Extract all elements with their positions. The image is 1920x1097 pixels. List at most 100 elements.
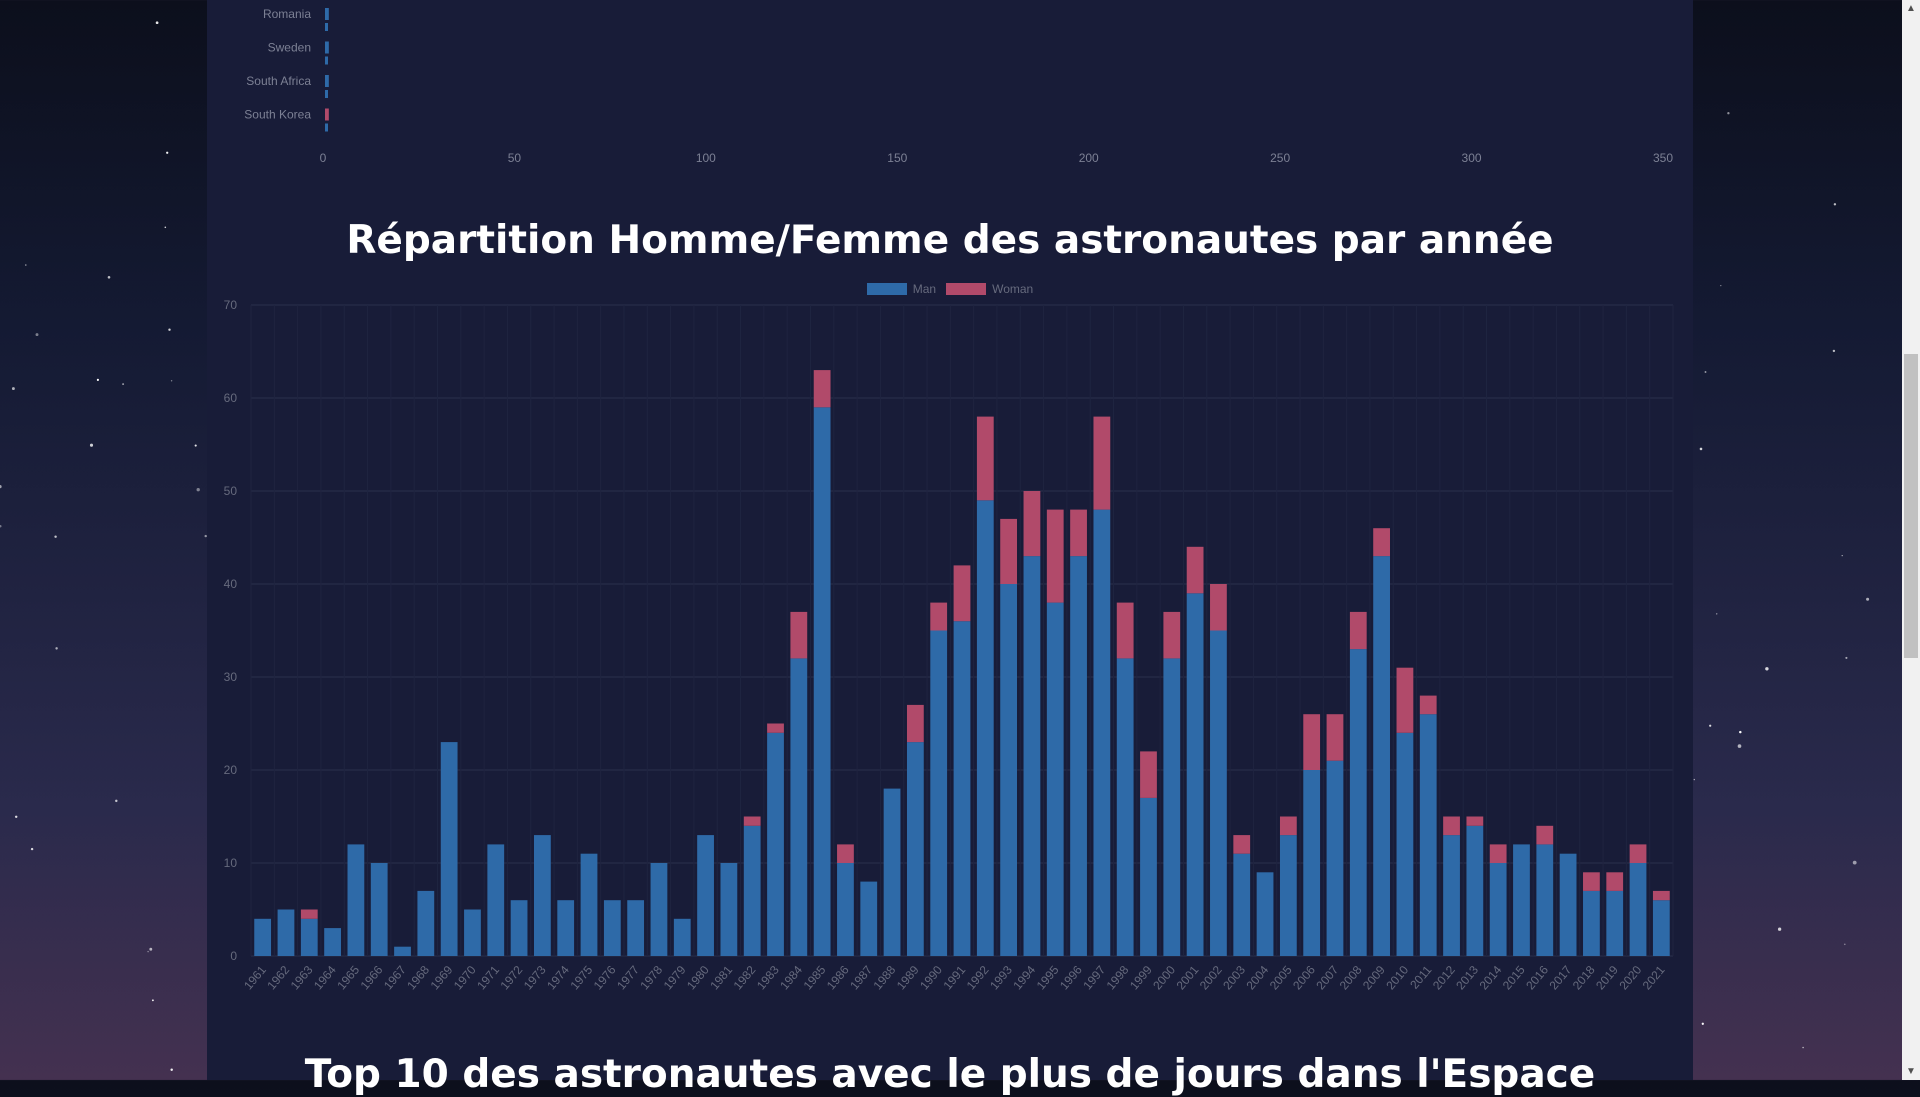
- bar-man[interactable]: [580, 853, 598, 956]
- bar-man[interactable]: [1256, 872, 1274, 956]
- bar-man[interactable]: [906, 742, 924, 956]
- bar-man[interactable]: [1466, 825, 1484, 956]
- bar-man[interactable]: [1652, 900, 1670, 956]
- bar-woman[interactable]: [1210, 584, 1227, 631]
- bar-man[interactable]: [394, 946, 411, 956]
- bar-man[interactable]: [277, 909, 295, 957]
- bar-man[interactable]: [1116, 658, 1134, 956]
- bar-man[interactable]: [1140, 797, 1157, 956]
- bar-man[interactable]: [347, 844, 365, 956]
- scroll-thumb[interactable]: [1904, 354, 1918, 658]
- bar-man[interactable]: [1443, 835, 1460, 956]
- bar-man[interactable]: [464, 909, 481, 957]
- bar-man[interactable]: [1210, 630, 1227, 957]
- bar-man[interactable]: [417, 890, 435, 956]
- bar-man[interactable]: [510, 900, 528, 956]
- bar-woman[interactable]: [1443, 816, 1460, 836]
- bar-man[interactable]: [1536, 844, 1554, 956]
- bar-woman[interactable]: [1046, 509, 1064, 603]
- bar-man[interactable]: [1093, 509, 1111, 956]
- bar-man[interactable]: [1023, 556, 1041, 956]
- bar-woman[interactable]: [1233, 835, 1251, 854]
- bar-woman[interactable]: [790, 611, 808, 659]
- bar-man[interactable]: [790, 658, 808, 956]
- bar-man[interactable]: [1326, 760, 1344, 956]
- bar-man[interactable]: [697, 835, 714, 956]
- legend-item-woman[interactable]: Woman: [946, 282, 1033, 296]
- bar-woman[interactable]: [1303, 714, 1321, 770]
- bar-man[interactable]: [627, 900, 645, 956]
- bar-woman[interactable]: [1070, 509, 1087, 557]
- bar-man[interactable]: [1000, 584, 1018, 956]
- scroll-up-arrow-icon[interactable]: ▲: [1906, 3, 1916, 14]
- bar-man[interactable]: [720, 863, 738, 956]
- bar-man[interactable]: [534, 835, 551, 956]
- bar-man[interactable]: [440, 742, 458, 956]
- bar-man[interactable]: [1303, 770, 1321, 956]
- bar-man[interactable]: [953, 621, 971, 956]
- bar-man[interactable]: [930, 630, 948, 957]
- bar-man[interactable]: [1373, 556, 1390, 956]
- bar-man[interactable]: [673, 918, 691, 956]
- vertical-scrollbar[interactable]: ▲ ▼: [1902, 0, 1920, 1080]
- bar-woman[interactable]: [1093, 416, 1111, 510]
- bar-man[interactable]: [1583, 890, 1600, 956]
- bar-woman[interactable]: [837, 844, 854, 863]
- bar-man[interactable]: [1070, 556, 1087, 956]
- bar-man[interactable]: [1396, 732, 1414, 956]
- bar-woman[interactable]: [1466, 816, 1484, 826]
- bar-woman[interactable]: [1536, 825, 1554, 845]
- bar-woman[interactable]: [1326, 714, 1344, 761]
- bar-man[interactable]: [1349, 649, 1367, 956]
- bar-man[interactable]: [370, 863, 388, 956]
- bar-man[interactable]: [324, 928, 341, 956]
- bar-man[interactable]: [1489, 863, 1507, 956]
- bar-man[interactable]: [1419, 714, 1437, 956]
- bar-woman[interactable]: [1116, 602, 1134, 659]
- bar-woman[interactable]: [930, 602, 948, 631]
- legend-item-man[interactable]: Man: [866, 282, 936, 296]
- bar-man[interactable]: [300, 918, 318, 956]
- bar-man[interactable]: [1233, 853, 1251, 956]
- bar-man[interactable]: [1559, 853, 1577, 956]
- bar-woman[interactable]: [767, 723, 784, 733]
- bar-man[interactable]: [1163, 658, 1181, 956]
- bar-woman[interactable]: [1396, 667, 1414, 733]
- bar-man[interactable]: [1513, 844, 1530, 956]
- bar-woman[interactable]: [1023, 491, 1041, 557]
- bar-man[interactable]: [1046, 602, 1064, 956]
- bar-woman[interactable]: [1349, 611, 1367, 650]
- bar-woman[interactable]: [1606, 872, 1624, 891]
- bar-man[interactable]: [487, 844, 505, 956]
- bar-woman[interactable]: [300, 909, 318, 919]
- bar-man[interactable]: [1629, 863, 1647, 956]
- bar-woman[interactable]: [1163, 611, 1181, 659]
- bar-man[interactable]: [650, 863, 668, 956]
- scroll-down-arrow-icon[interactable]: ▼: [1906, 1066, 1916, 1077]
- bar-man[interactable]: [1606, 890, 1624, 956]
- bar-man[interactable]: [1279, 835, 1297, 956]
- bar-woman[interactable]: [1279, 816, 1297, 836]
- bar-man[interactable]: [557, 900, 575, 956]
- bar-man[interactable]: [743, 825, 761, 956]
- bar-woman[interactable]: [1629, 844, 1647, 863]
- bar-woman[interactable]: [1419, 695, 1437, 715]
- bar-man[interactable]: [1186, 593, 1204, 956]
- bar-man[interactable]: [883, 788, 901, 956]
- bar-woman[interactable]: [813, 370, 831, 408]
- bar-man[interactable]: [813, 407, 831, 956]
- bar-man[interactable]: [767, 732, 784, 956]
- bar-woman[interactable]: [743, 816, 761, 826]
- bar-woman[interactable]: [1140, 751, 1157, 798]
- bar-man[interactable]: [603, 900, 621, 956]
- bar-man[interactable]: [254, 918, 272, 956]
- bar-woman[interactable]: [1186, 546, 1204, 594]
- bar-woman[interactable]: [1489, 844, 1507, 863]
- bar-man[interactable]: [976, 500, 994, 956]
- bar-woman[interactable]: [1652, 890, 1670, 901]
- bar-man[interactable]: [837, 863, 854, 956]
- bar-woman[interactable]: [976, 416, 994, 501]
- bar-woman[interactable]: [1373, 528, 1390, 557]
- bar-woman[interactable]: [1000, 518, 1018, 584]
- bar-woman[interactable]: [1583, 872, 1600, 891]
